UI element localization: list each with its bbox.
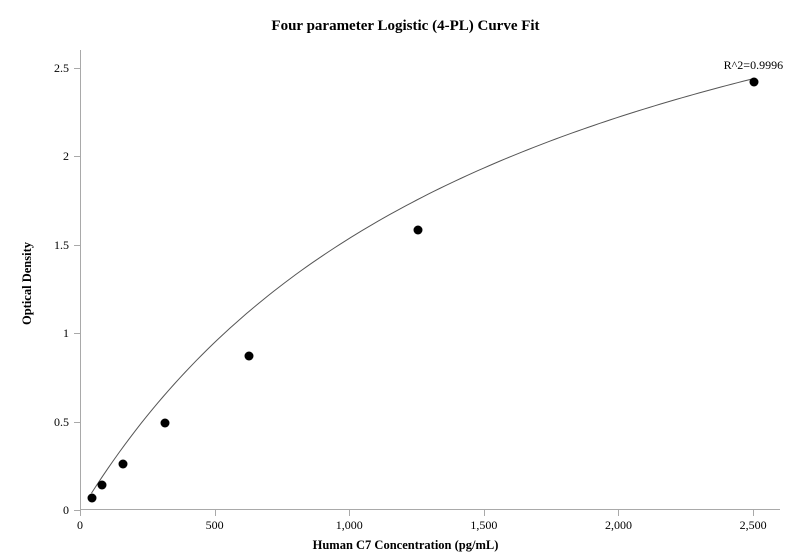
x-tick-label: 2,500 — [740, 518, 767, 533]
x-tick-mark — [753, 510, 754, 516]
x-tick-label: 1,500 — [470, 518, 497, 533]
y-tick-mark — [74, 333, 80, 334]
r-squared-annotation: R^2=0.9996 — [724, 58, 783, 73]
x-tick-label: 2,000 — [605, 518, 632, 533]
chart-container: Four parameter Logistic (4-PL) Curve Fit… — [0, 0, 811, 560]
data-point — [413, 226, 422, 235]
x-tick-mark — [215, 510, 216, 516]
data-point — [161, 419, 170, 428]
plot-area — [80, 50, 780, 510]
data-point — [245, 352, 254, 361]
y-axis-label: Optical Density — [20, 242, 35, 325]
x-axis-label: Human C7 Concentration (pg/mL) — [0, 538, 811, 553]
fit-curve-path — [92, 78, 755, 493]
y-tick-label: 2.5 — [29, 61, 69, 76]
data-point — [87, 493, 96, 502]
x-tick-label: 500 — [206, 518, 224, 533]
x-tick-mark — [618, 510, 619, 516]
y-tick-mark — [74, 156, 80, 157]
y-tick-mark — [74, 422, 80, 423]
x-tick-label: 0 — [77, 518, 83, 533]
y-tick-label: 0 — [29, 503, 69, 518]
y-tick-label: 1.5 — [29, 238, 69, 253]
y-tick-mark — [74, 68, 80, 69]
fit-curve — [81, 50, 781, 510]
y-tick-label: 1 — [29, 326, 69, 341]
x-tick-mark — [80, 510, 81, 516]
data-point — [750, 77, 759, 86]
y-tick-label: 0.5 — [29, 415, 69, 430]
y-tick-label: 2 — [29, 149, 69, 164]
x-tick-mark — [349, 510, 350, 516]
x-tick-label: 1,000 — [336, 518, 363, 533]
chart-title: Four parameter Logistic (4-PL) Curve Fit — [0, 18, 811, 35]
x-tick-mark — [484, 510, 485, 516]
data-point — [119, 460, 128, 469]
data-point — [98, 481, 107, 490]
y-tick-mark — [74, 245, 80, 246]
